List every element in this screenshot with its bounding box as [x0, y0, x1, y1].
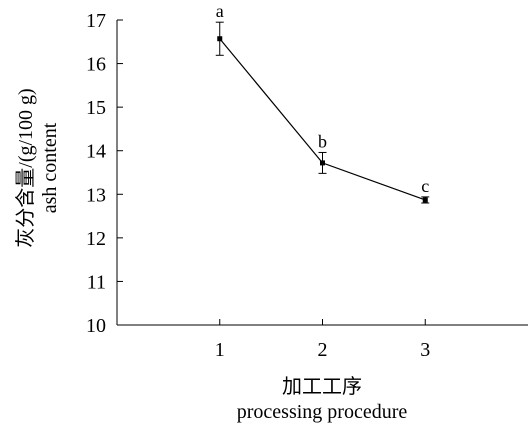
x-tick-label: 3: [420, 339, 430, 361]
x-axis-title-english: processing procedure: [237, 401, 408, 423]
x-ticks: 1 2 3: [215, 319, 430, 361]
data-point: [217, 36, 223, 42]
x-tick-label: 2: [318, 339, 328, 361]
significance-label: a: [216, 1, 224, 21]
significance-label: b: [318, 131, 327, 151]
series: a b c: [215, 1, 430, 204]
significance-label: c: [421, 176, 429, 196]
y-tick-label: 13: [86, 184, 106, 206]
y-tick-label: 16: [86, 54, 106, 76]
y-tick-label: 14: [86, 141, 106, 163]
data-point: [320, 160, 325, 166]
y-tick-label: 17: [86, 10, 106, 32]
y-axis-title: 灰分含量/(g/100 g): [14, 88, 37, 247]
y-tick-label: 12: [86, 228, 106, 250]
y-axis-title-english: ash content: [39, 122, 61, 213]
x-axis-title: 加工工序: [282, 375, 362, 398]
y-tick-label: 10: [86, 315, 106, 337]
x-tick-label: 1: [215, 339, 225, 361]
y-ticks: 10 11 12 13 14 15 16 17: [86, 10, 123, 337]
y-tick-label: 15: [86, 97, 106, 119]
y-tick-label: 11: [87, 271, 106, 293]
series-line: [219, 38, 426, 201]
data-point: [422, 197, 428, 203]
